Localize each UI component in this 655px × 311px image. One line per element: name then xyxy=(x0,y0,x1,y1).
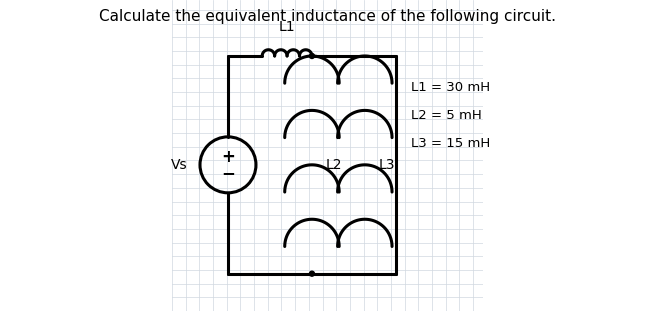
Circle shape xyxy=(309,53,314,58)
Text: L2 = 5 mH: L2 = 5 mH xyxy=(411,109,482,122)
Text: Vs: Vs xyxy=(171,158,187,172)
Text: L3: L3 xyxy=(379,158,396,172)
Text: L3 = 15 mH: L3 = 15 mH xyxy=(411,137,491,150)
Circle shape xyxy=(309,271,314,276)
Text: −: − xyxy=(221,164,235,182)
Text: L1: L1 xyxy=(279,20,295,34)
Text: L1 = 30 mH: L1 = 30 mH xyxy=(411,81,491,94)
Text: +: + xyxy=(221,148,235,166)
Text: Calculate the equivalent inductance of the following circuit.: Calculate the equivalent inductance of t… xyxy=(99,9,556,24)
Text: L2: L2 xyxy=(326,158,343,172)
